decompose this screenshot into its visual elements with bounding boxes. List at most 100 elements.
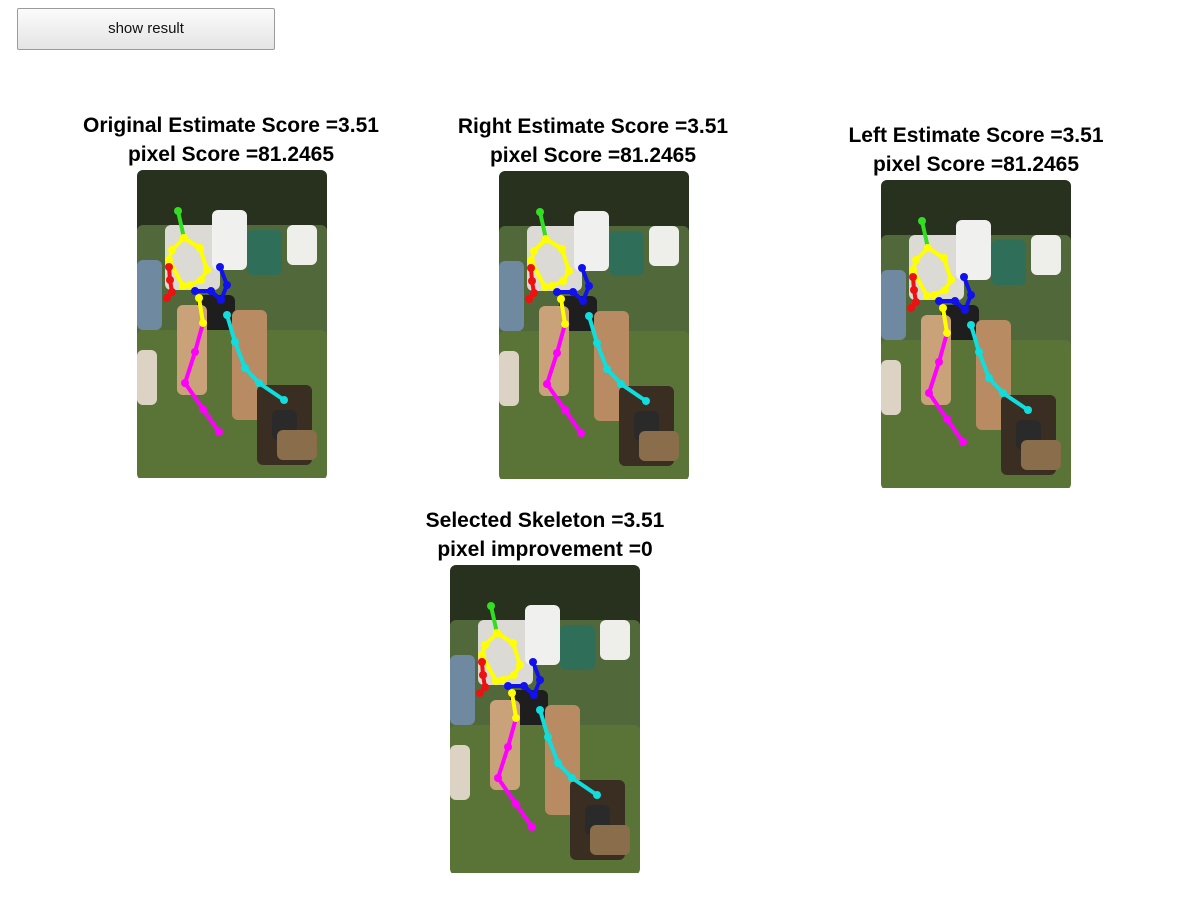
right-leg-joint [959,438,967,446]
photo-region [499,171,689,236]
torso-joint [559,277,567,285]
photo-region [450,655,475,725]
photo-region [499,351,519,406]
torso-joint [557,295,565,303]
head-limb [176,210,186,239]
head-limb [538,211,548,240]
left-estimate-image [881,180,1071,488]
right-leg-joint [215,428,223,436]
original-estimate-panel: Original Estimate Score =3.51 pixel Scor… [61,111,401,481]
right-arm-joint [481,683,489,691]
photo-region [639,431,679,461]
right-leg-joint [199,405,207,413]
right-estimate-panel: Right Estimate Score =3.51 pixel Score =… [433,112,753,482]
left-leg-joint [585,312,593,320]
left-pixel-score-title: pixel Score =81.2465 [872,153,1080,176]
photo-region [450,565,640,630]
torso-joint [493,629,501,637]
photo-region [287,225,317,265]
torso-joint [930,291,938,299]
right-arm-joint [909,273,917,281]
left-arm-joint [967,291,975,299]
head-joint [536,208,544,216]
torso-joint [527,257,535,265]
photo-region [574,211,609,271]
torso-joint [481,641,489,649]
pixel-improvement-title: pixel improvement =0 [437,538,653,561]
left-leg-joint [642,397,650,405]
photo-region [137,170,327,235]
photo-region [560,625,595,670]
left-estimate-panel: Left Estimate Score =3.51 pixel Score =8… [826,121,1126,491]
torso-limb [197,297,205,324]
right-arm-joint [910,286,918,294]
right-estimate-image [499,171,689,479]
torso-joint [512,714,520,722]
right-arm-joint [907,304,915,312]
torso-joint [179,282,187,290]
torso-joint [924,244,932,252]
left-arm-joint [536,676,544,684]
original-pixel-score-title: pixel Score =81.2465 [127,143,335,166]
left-arm-joint [579,297,587,305]
left-arm-joint [529,658,537,666]
torso-joint [530,247,538,255]
torso-joint [508,689,516,697]
left-leg-joint [231,338,239,346]
torso-joint [558,245,566,253]
selected-skeleton-image [450,565,640,873]
torso-joint [199,319,207,327]
head-joint [487,602,495,610]
torso-joint [912,256,920,264]
left-leg-joint [593,791,601,799]
left-arm-joint [504,682,512,690]
right-arm-joint [912,298,920,306]
head-limb [920,220,930,249]
right-arm-joint [528,277,536,285]
photo-region [881,270,906,340]
left-arm-joint [935,297,943,305]
right-arm-joint [163,294,171,302]
left-leg-joint [593,339,601,347]
photo-region [525,605,560,665]
photo-region [590,825,630,855]
head-joint [918,217,926,225]
left-arm-joint [578,264,586,272]
right-leg-joint [543,380,551,388]
show-result-button[interactable]: show result [17,8,275,50]
left-arm-joint [585,282,593,290]
torso-joint [941,286,949,294]
right-pixel-score-title: pixel Score =81.2465 [489,144,697,167]
original-estimate-score-title: Original Estimate Score =3.51 [83,114,379,137]
right-arm-joint [166,276,174,284]
torso-limb [559,298,567,325]
photo-region [1021,440,1061,470]
torso-joint [509,639,517,647]
torso-joint [565,267,573,275]
torso-limb [510,692,518,719]
torso-joint [548,282,556,290]
right-estimate-score-title: Right Estimate Score =3.51 [457,115,729,138]
left-leg-joint [985,374,993,382]
torso-joint [499,676,507,684]
photo-region [499,261,524,331]
right-leg-joint [191,348,199,356]
right-arm-joint [165,263,173,271]
photo-region [1031,235,1061,275]
right-leg-joint [181,379,189,387]
torso-joint [197,276,205,284]
left-leg-joint [223,311,231,319]
torso-joint [195,294,203,302]
torso-joint [940,254,948,262]
right-arm-joint [479,671,487,679]
left-arm-joint [530,691,538,699]
selected-skeleton-score-title: Selected Skeleton =3.51 [425,509,665,532]
left-arm-joint [553,288,561,296]
torso-joint [510,671,518,679]
left-leg-joint [568,774,576,782]
left-leg-joint [544,733,552,741]
right-arm-joint [476,689,484,697]
torso-joint [909,266,917,274]
right-leg-joint [528,823,536,831]
torso-joint [186,281,194,289]
